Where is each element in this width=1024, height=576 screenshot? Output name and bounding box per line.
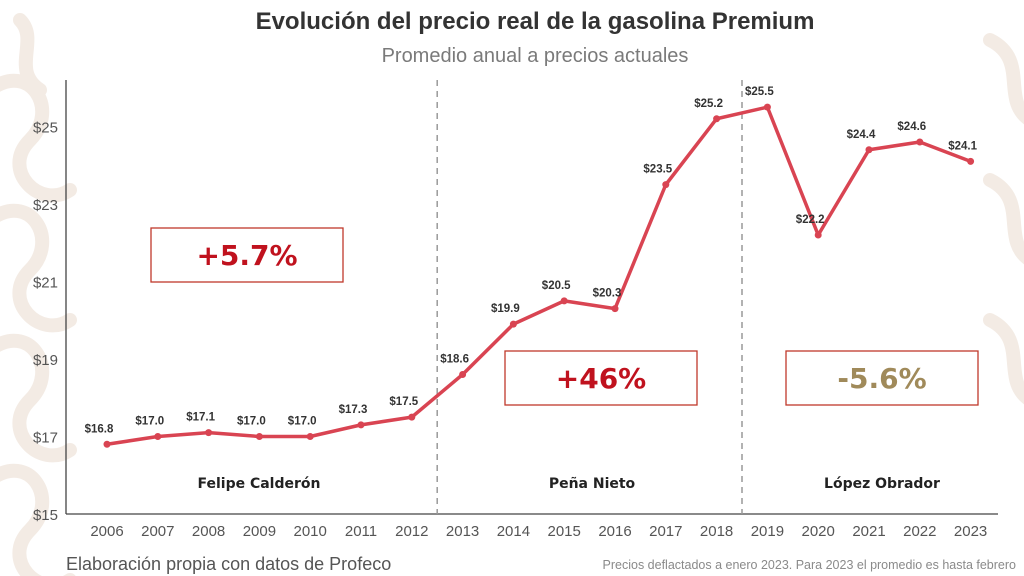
- change-box: [504, 350, 698, 406]
- data-label: $25.2: [694, 98, 723, 110]
- y-tick-label: $15: [33, 507, 58, 524]
- data-label: $19.9: [491, 303, 520, 315]
- data-label: $16.8: [85, 423, 114, 435]
- x-tick-label: 2020: [802, 523, 835, 540]
- change-percentage: +46%: [556, 362, 646, 395]
- data-point: [408, 413, 416, 421]
- x-tick-label: 2019: [751, 523, 784, 540]
- data-label: $22.2: [796, 214, 825, 226]
- data-point: [205, 429, 213, 437]
- x-tick-label: 2022: [903, 523, 936, 540]
- data-point: [865, 146, 873, 154]
- y-tick-label: $21: [33, 275, 58, 292]
- x-tick-label: 2006: [90, 523, 123, 540]
- period-name: Peña Nieto: [549, 476, 636, 492]
- x-tick-label: 2013: [446, 523, 479, 540]
- data-label: $24.6: [897, 121, 926, 133]
- data-point: [103, 440, 111, 448]
- data-point: [916, 138, 924, 146]
- y-tick-label: $19: [33, 352, 58, 369]
- period-name: Felipe Calderón: [197, 476, 320, 492]
- chart-subtitle: Promedio anual a precios actuales: [381, 45, 689, 67]
- x-tick-label: 2016: [598, 523, 631, 540]
- x-tick-label: 2018: [700, 523, 733, 540]
- data-point: [713, 115, 721, 123]
- x-tick-label: 2023: [954, 523, 987, 540]
- change-box: [785, 350, 979, 406]
- y-tick-label: $17: [33, 430, 58, 447]
- data-label: $17.3: [339, 404, 368, 416]
- data-point: [763, 103, 771, 111]
- data-point: [459, 371, 467, 378]
- price-series-line: [106, 105, 972, 446]
- data-label: $18.6: [440, 354, 469, 366]
- y-tick-label: $25: [33, 120, 58, 137]
- y-tick-label: $23: [33, 197, 58, 214]
- data-label: $17.0: [288, 416, 317, 428]
- data-label: $17.0: [135, 416, 164, 428]
- data-label: $17.5: [389, 396, 418, 408]
- x-tick-label: 2010: [294, 523, 327, 540]
- deflation-note: Precios deflactados a enero 2023. Para 2…: [602, 558, 1016, 572]
- change-box: [150, 227, 344, 283]
- x-tick-label: 2021: [852, 523, 885, 540]
- source-note: Elaboración propia con datos de Profeco: [66, 554, 392, 574]
- x-tick-label: 2012: [395, 523, 428, 540]
- data-label: $24.4: [847, 129, 876, 141]
- x-tick-label: 2017: [649, 523, 682, 540]
- change-percentage: +5.7%: [196, 239, 297, 272]
- data-point: [611, 305, 619, 313]
- data-label: $20.5: [542, 280, 571, 292]
- data-point: [154, 433, 162, 440]
- data-label: $24.1: [948, 140, 977, 152]
- data-point: [255, 433, 263, 440]
- x-tick-label: 2011: [345, 523, 377, 540]
- data-point: [357, 421, 365, 429]
- data-point: [814, 231, 822, 239]
- x-tick-label: 2015: [548, 523, 581, 540]
- period-name: López Obrador: [824, 476, 940, 492]
- x-tick-label: 2007: [141, 523, 174, 540]
- data-point: [306, 433, 314, 440]
- data-point: [662, 181, 670, 189]
- data-label: $17.1: [186, 412, 215, 424]
- chart-title: Evolución del precio real de la gasolina…: [255, 8, 815, 35]
- data-label: $23.5: [643, 164, 672, 176]
- x-tick-label: 2009: [243, 523, 276, 540]
- x-tick-label: 2014: [497, 523, 530, 540]
- data-label: $20.3: [593, 288, 622, 300]
- data-point: [509, 320, 517, 328]
- data-point: [967, 157, 975, 165]
- data-point: [560, 297, 568, 305]
- x-tick-label: 2008: [192, 523, 225, 540]
- data-label: $17.0: [237, 416, 266, 428]
- change-percentage: -5.6%: [837, 362, 926, 395]
- data-label: $25.5: [745, 86, 774, 98]
